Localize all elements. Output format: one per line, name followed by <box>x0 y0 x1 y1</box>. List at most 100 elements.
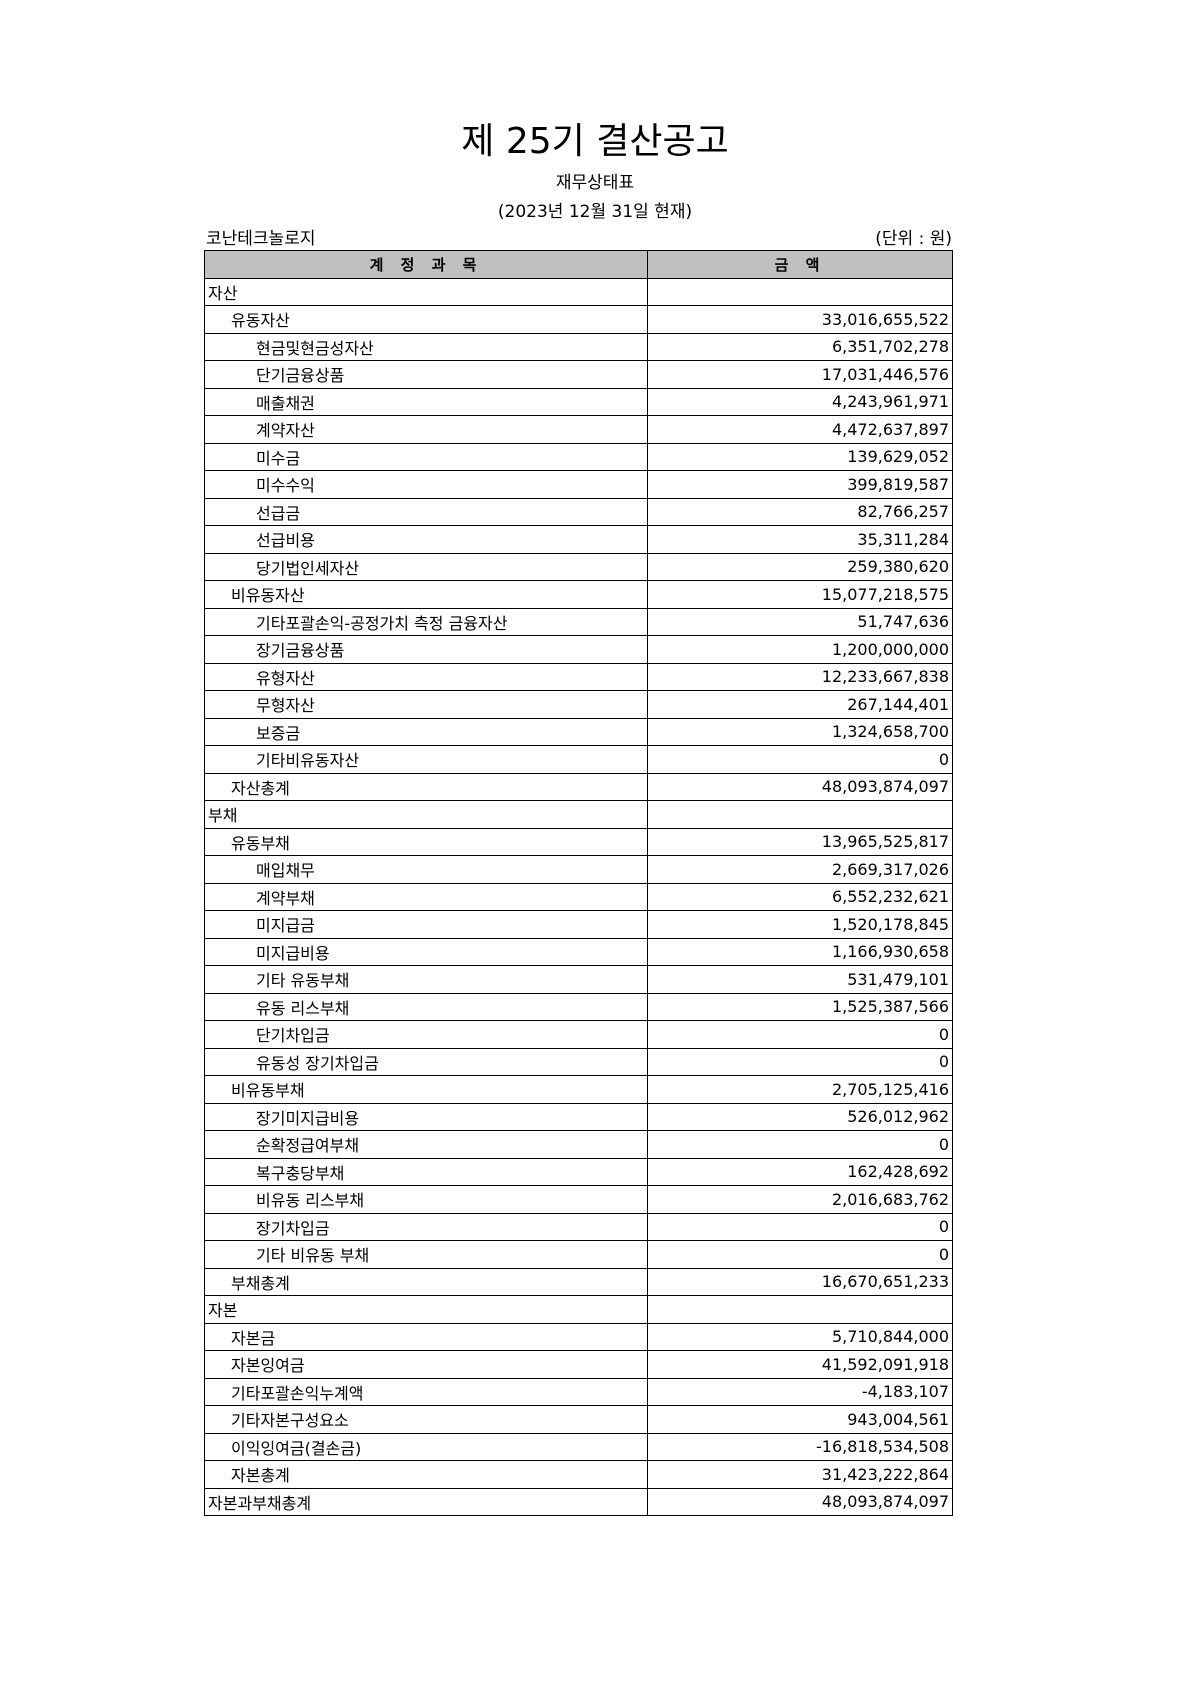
account-amount: 943,004,561 <box>647 1405 953 1434</box>
account-amount: 399,819,587 <box>647 470 953 499</box>
table-row: 유동 리스부채 1,525,387,566 <box>204 992 953 1021</box>
account-amount: 139,629,052 <box>647 442 953 471</box>
account-name: 비유동부채 <box>204 1075 648 1104</box>
account-name: 계약부채 <box>204 882 648 911</box>
account-amount: 0 <box>647 745 953 774</box>
account-amount: 0 <box>647 1130 953 1159</box>
account-name: 유동성 장기차입금 <box>204 1047 648 1076</box>
account-amount: 17,031,446,576 <box>647 360 953 389</box>
account-amount: 15,077,218,575 <box>647 580 953 609</box>
table-row: 기타포괄손익누계액 -4,183,107 <box>204 1377 953 1406</box>
table-row: 이익잉여금(결손금) -16,818,534,508 <box>204 1432 953 1461</box>
table-row: 자본총계 31,423,222,864 <box>204 1460 953 1489</box>
account-name: 기타 유동부채 <box>204 965 648 994</box>
account-amount: 267,144,401 <box>647 690 953 719</box>
account-name: 비유동 리스부채 <box>204 1185 648 1214</box>
account-amount: 1,324,658,700 <box>647 717 953 746</box>
table-row: 기타비유동자산 0 <box>204 745 953 774</box>
currency-unit: (단위 : 원) <box>875 229 952 249</box>
account-amount: -4,183,107 <box>647 1377 953 1406</box>
account-amount: 82,766,257 <box>647 497 953 526</box>
column-header-account: 계 정 과 목 <box>204 250 648 279</box>
table-row: 장기금융상품 1,200,000,000 <box>204 635 953 664</box>
account-amount: 33,016,655,522 <box>647 305 953 334</box>
account-amount: 31,423,222,864 <box>647 1460 953 1489</box>
account-name: 기타 비유동 부채 <box>204 1240 648 1269</box>
account-name: 계약자산 <box>204 415 648 444</box>
account-amount: 0 <box>647 1240 953 1269</box>
table-row: 미지급금 1,520,178,845 <box>204 910 953 939</box>
account-name: 미수수익 <box>204 470 648 499</box>
account-name: 자본 <box>204 1295 648 1324</box>
table-row: 무형자산 267,144,401 <box>204 690 953 719</box>
account-amount: 0 <box>647 1020 953 1049</box>
account-amount: 531,479,101 <box>647 965 953 994</box>
account-name: 현금및현금성자산 <box>204 332 648 361</box>
account-amount: 1,525,387,566 <box>647 992 953 1021</box>
account-amount <box>647 800 953 829</box>
account-name: 미지급비용 <box>204 937 648 966</box>
account-amount: 1,520,178,845 <box>647 910 953 939</box>
account-name: 자본과부채총계 <box>204 1487 648 1516</box>
account-name: 기타비유동자산 <box>204 745 648 774</box>
account-amount: 48,093,874,097 <box>647 772 953 801</box>
table-row: 단기차입금 0 <box>204 1020 953 1049</box>
account-name: 자본총계 <box>204 1460 648 1489</box>
account-amount: 1,200,000,000 <box>647 635 953 664</box>
account-amount: 13,965,525,817 <box>647 827 953 856</box>
table-row: 계약부채 6,552,232,621 <box>204 882 953 911</box>
account-name: 매입채무 <box>204 855 648 884</box>
account-name: 기타자본구성요소 <box>204 1405 648 1434</box>
account-amount: 51,747,636 <box>647 607 953 636</box>
table-row: 장기미지급비용 526,012,962 <box>204 1102 953 1131</box>
table-row: 기타 비유동 부채 0 <box>204 1240 953 1269</box>
account-name: 순확정급여부채 <box>204 1130 648 1159</box>
account-name: 장기금융상품 <box>204 635 648 664</box>
table-row: 미수수익 399,819,587 <box>204 470 953 499</box>
account-name: 당기법인세자산 <box>204 552 648 581</box>
account-name: 기타포괄손익-공정가치 측정 금융자산 <box>204 607 648 636</box>
table-row: 당기법인세자산 259,380,620 <box>204 552 953 581</box>
table-row: 기타 유동부채 531,479,101 <box>204 965 953 994</box>
account-name: 선급금 <box>204 497 648 526</box>
table-row: 자산 <box>204 277 953 306</box>
account-name: 부채 <box>204 800 648 829</box>
table-row: 장기차입금 0 <box>204 1212 953 1241</box>
account-amount: 16,670,651,233 <box>647 1267 953 1296</box>
table-row: 부채총계 16,670,651,233 <box>204 1267 953 1296</box>
statement-date: (2023년 12월 31일 현재) <box>497 202 693 222</box>
account-amount: 41,592,091,918 <box>647 1350 953 1379</box>
account-name: 매출채권 <box>204 387 648 416</box>
table-row: 단기금융상품 17,031,446,576 <box>204 360 953 389</box>
account-amount: 162,428,692 <box>647 1157 953 1186</box>
table-row: 유동부채 13,965,525,817 <box>204 827 953 856</box>
table-row: 자본과부채총계 48,093,874,097 <box>204 1487 953 1516</box>
account-amount <box>647 1295 953 1324</box>
table-row: 비유동부채 2,705,125,416 <box>204 1075 953 1104</box>
table-row: 선급금 82,766,257 <box>204 497 953 526</box>
account-name: 기타포괄손익누계액 <box>204 1377 648 1406</box>
account-amount: 6,351,702,278 <box>647 332 953 361</box>
table-row: 자산총계 48,093,874,097 <box>204 772 953 801</box>
account-name: 자본금 <box>204 1322 648 1351</box>
table-row: 유동성 장기차입금 0 <box>204 1047 953 1076</box>
account-amount: 1,166,930,658 <box>647 937 953 966</box>
account-amount: 526,012,962 <box>647 1102 953 1131</box>
account-amount: 48,093,874,097 <box>647 1487 953 1516</box>
account-name: 부채총계 <box>204 1267 648 1296</box>
table-row: 매입채무 2,669,317,026 <box>204 855 953 884</box>
balance-sheet-table: 계 정 과 목 금 액 자산 유동자산 33,016,655,522 현금및현금성자산… <box>204 250 953 1516</box>
table-row: 비유동자산 15,077,218,575 <box>204 580 953 609</box>
account-name: 유동부채 <box>204 827 648 856</box>
account-amount: 12,233,667,838 <box>647 662 953 691</box>
table-row: 기타포괄손익-공정가치 측정 금융자산 51,747,636 <box>204 607 953 636</box>
account-name: 미수금 <box>204 442 648 471</box>
column-header-amount: 금 액 <box>647 250 953 279</box>
table-row: 부채 <box>204 800 953 829</box>
account-name: 단기금융상품 <box>204 360 648 389</box>
table-body: 자산 유동자산 33,016,655,522 현금및현금성자산 6,351,702,27… <box>204 277 953 1516</box>
account-name: 유형자산 <box>204 662 648 691</box>
account-amount: 5,710,844,000 <box>647 1322 953 1351</box>
account-amount: 35,311,284 <box>647 525 953 554</box>
company-name: 코난테크놀로지 <box>206 229 316 249</box>
